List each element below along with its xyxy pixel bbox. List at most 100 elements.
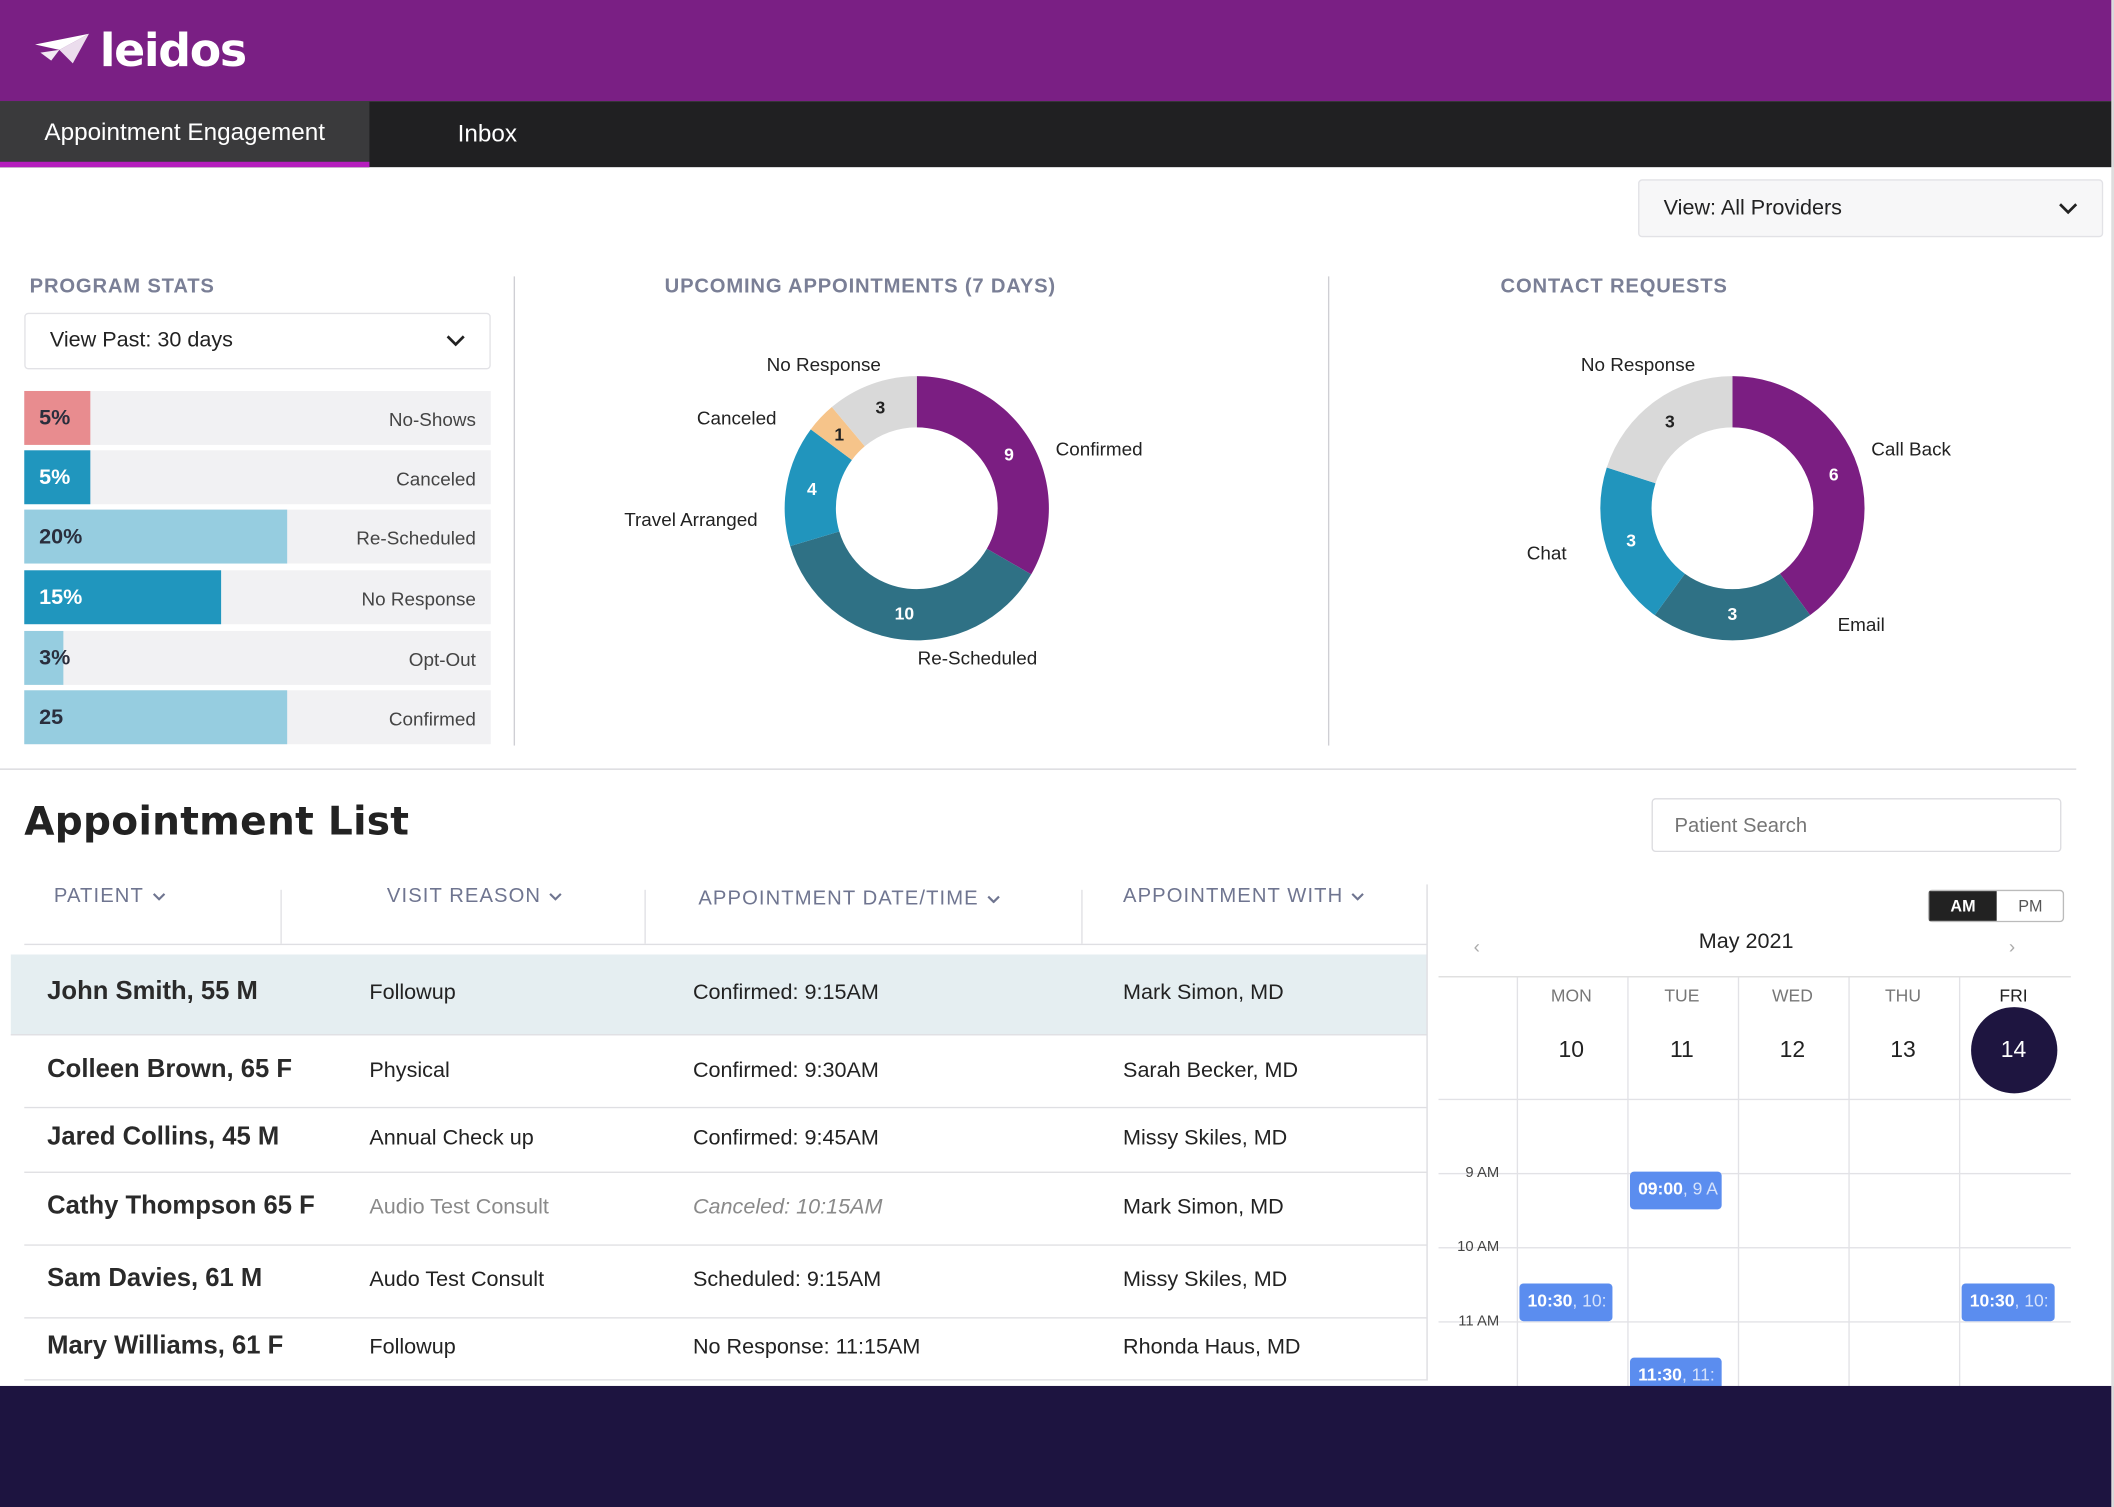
stat-bar-fill [24,570,222,625]
stat-value: 3% [39,647,71,671]
tab-inbox[interactable]: Inbox [457,119,518,147]
divider [513,276,516,746]
donut-slice[interactable] [1606,376,1733,484]
stat-row: 15% No Response [24,570,491,625]
appointment-list-title: Appointment List [24,798,410,844]
calendar-hour-label: 9 AM [1465,1164,1500,1182]
slice-category-label: Confirmed [1056,439,1143,460]
appointment-provider: Rhonda Haus, MD [1123,1336,1301,1359]
slice-category-label: Canceled [697,408,777,429]
calendar-column-line [1627,977,1629,1388]
donut-slice[interactable] [784,429,852,547]
visit-reason: Audio Test Consult [369,1195,549,1219]
appointment-provider: Mark Simon, MD [1123,1195,1284,1219]
column-divider [280,889,282,944]
donut-slice[interactable] [1732,376,1865,616]
slice-category-label: Re-Scheduled [918,648,1038,669]
table-row[interactable]: Mary Williams, 61 F Followup No Response: … [24,1319,1427,1381]
column-divider [644,889,646,944]
slice-category-label: No Response [767,354,881,375]
contact-title: CONTACT REQUESTS [1500,275,1728,298]
patient-name: Colleen Brown, 65 F [47,1055,293,1084]
calendar-day-number[interactable]: 14 [2000,1036,2027,1063]
table-row[interactable]: Jared Collins, 45 M Annual Check up Confir… [24,1108,1427,1173]
stat-label: No Response [361,587,476,610]
column-divider [1081,889,1083,944]
appointment-datetime: Scheduled: 9:15AM [692,1268,882,1292]
header-divider [24,943,1427,946]
column-header-patient[interactable]: PATIENT [54,884,166,907]
am-pm-toggle[interactable]: AM PM [1927,889,2065,923]
calendar-day-of-week: MON [1550,985,1592,1006]
slice-value-label: 1 [834,425,844,445]
chevron-down-icon [2059,202,2078,214]
chevron-left-icon[interactable]: ‹ [1473,935,1480,958]
stat-label: Re-Scheduled [356,527,476,549]
today-indicator [1971,1007,2058,1094]
donut-slice[interactable] [810,407,865,460]
calendar-day-number[interactable]: 11 [1669,1036,1694,1063]
program-stats-title: PROGRAM STATS [29,275,215,298]
stat-value: 5% [39,407,71,431]
provider-filter-select[interactable]: View: All Providers [1638,179,2104,238]
period-select-value: View Past: 30 days [49,328,233,352]
slice-category-label: Email [1838,614,1885,635]
stat-value: 20% [39,525,83,549]
calendar-day-number[interactable]: 13 [1890,1036,1916,1063]
slice-value-label: 3 [1728,604,1738,624]
calendar-day-of-week: WED [1771,985,1813,1006]
event-time: 10:30 [1969,1289,2015,1310]
period-select[interactable]: View Past: 30 days [24,312,491,370]
column-header-datetime[interactable]: APPOINTMENT DATE/TIME [698,887,1000,910]
patient-search-input[interactable] [1651,798,2062,853]
table-row[interactable]: Sam Davies, 61 M Audo Test Consult Schedul… [24,1246,1427,1319]
event-time: 10:30 [1527,1289,1573,1310]
calendar-event[interactable]: 09:00, 9 A [1629,1171,1722,1210]
pm-toggle-button[interactable]: PM [2018,896,2043,916]
calendar-row-line [1438,1247,2071,1249]
table-row[interactable]: Cathy Thompson 65 F Audio Test Consult Can… [24,1173,1427,1246]
footer-bar [0,1385,2114,1507]
table-row[interactable]: John Smith, 55 M Followup Confirmed: 9:15A… [10,954,1427,1036]
column-header-appointment-with[interactable]: APPOINTMENT WITH [1123,884,1365,907]
event-time: 11:30 [1638,1363,1682,1384]
donut-slice[interactable] [1654,573,1811,641]
tab-appointment-engagement[interactable]: Appointment Engagement [0,101,370,168]
table-row[interactable]: Colleen Brown, 65 F Physical Confirmed: 9:… [24,1038,1427,1109]
column-header-label: APPOINTMENT WITH [1123,884,1344,908]
column-header-visit-reason[interactable]: VISIT REASON [387,884,563,907]
column-header-label: PATIENT [53,884,144,908]
appointment-datetime: Confirmed: 9:15AM [692,981,879,1005]
calendar-day-number[interactable]: 10 [1558,1036,1585,1063]
stat-row: 5% No-Shows [24,390,491,445]
slice-category-label: Call Back [1871,439,1951,460]
upcoming-title: UPCOMING APPOINTMENTS (7 DAYS) [664,275,1056,298]
calendar-day-of-week: THU [1884,985,1921,1006]
am-toggle-button[interactable]: AM [1929,891,1997,921]
calendar-event[interactable]: 10:30, 10: [1519,1282,1613,1321]
chevron-right-icon[interactable]: › [2008,935,2016,958]
donut-slice[interactable] [1600,467,1685,616]
divider [1327,276,1330,746]
calendar-day-number[interactable]: 12 [1779,1036,1806,1063]
stat-value: 25 [39,706,64,730]
brand-logo[interactable]: leidos [32,19,247,78]
calendar-row-line [1438,1321,2071,1323]
calendar-row-line [1438,1172,2071,1175]
stat-bar-fill [24,690,288,745]
calendar-column-line [1848,977,1850,1388]
calendar-event[interactable]: 10:30, 10: [1961,1282,2055,1321]
donut-slice[interactable] [916,376,1049,575]
slice-category-label: Travel Arranged [624,509,757,530]
donut-slice[interactable] [790,531,1032,641]
calendar-day-of-week: TUE [1664,985,1700,1006]
appointment-datetime: Confirmed: 9:30AM [692,1059,879,1083]
appointment-provider: Mark Simon, MD [1123,981,1284,1005]
stat-label: No-Shows [388,408,476,431]
column-header-label: VISIT REASON [386,884,542,908]
patient-name: John Smith, 55 M [47,977,258,1006]
stat-label: Confirmed [388,707,476,730]
donut-slice[interactable] [831,376,917,447]
